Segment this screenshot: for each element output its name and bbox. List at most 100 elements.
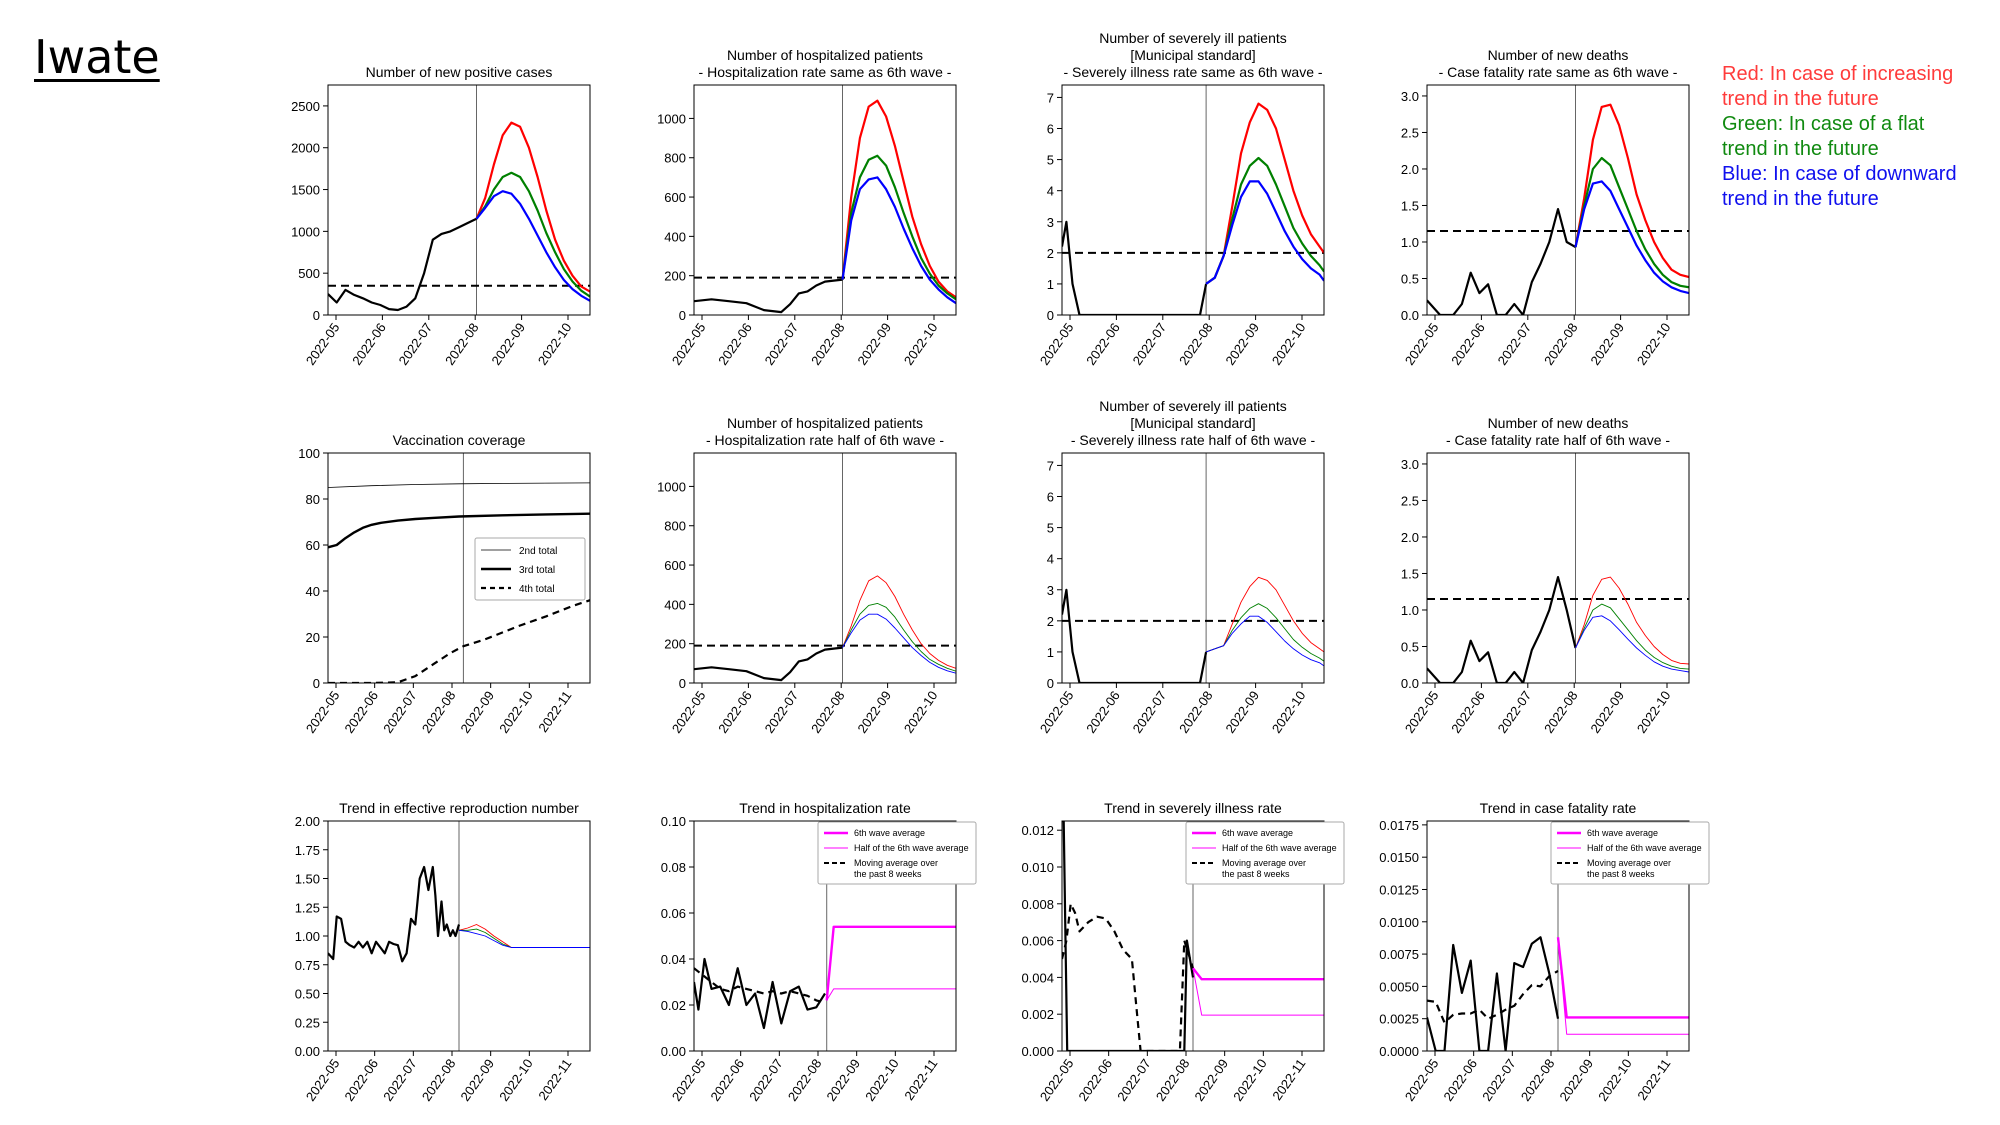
x-tick-label: 2022-09: [1556, 1056, 1596, 1104]
legend-note-line: trend in the future: [1722, 88, 1879, 110]
y-tick-label: 4: [1047, 552, 1054, 567]
y-tick-label: 6: [1047, 122, 1054, 137]
y-tick-label: 3: [1047, 215, 1054, 230]
series-increasing: [458, 924, 590, 948]
series-increasing: [1205, 576, 1324, 653]
y-tick-label: 0: [313, 308, 320, 323]
x-tick-label: 2022-05: [303, 688, 343, 736]
legend-label: Half of the 6th wave average: [1587, 843, 1702, 853]
chart-legend: 6th wave average Half of the 6th wave ave…: [1550, 821, 1710, 885]
legend-note-line: trend in the future: [1722, 188, 1879, 210]
chart-title: Number of new positive cases: [366, 64, 553, 80]
y-tick-label: 0.25: [295, 1015, 320, 1030]
x-tick-label: 2022-09: [854, 320, 894, 368]
series-sixth_wave_half: [1192, 968, 1324, 1016]
series-sixth_wave_half: [1557, 937, 1689, 1035]
series-actual: [1427, 575, 1577, 683]
legend-label: Half of the 6th wave average: [854, 843, 969, 853]
chart-title: Number of severely ill patients: [1099, 30, 1287, 46]
chart-hosp_same: Number of hospitalized patients- Hospita…: [657, 47, 957, 368]
plot-area: [694, 453, 956, 683]
y-tick-label: 6: [1047, 490, 1054, 505]
y-tick-label: 0.5: [1401, 271, 1419, 286]
series-actual: [1062, 821, 1195, 1051]
y-tick-label: 2.5: [1401, 493, 1419, 508]
x-tick-label: 2022-08: [419, 688, 459, 736]
series-increasing: [1574, 103, 1689, 279]
plot-area: [1427, 453, 1689, 683]
series-downward: [842, 613, 956, 674]
x-tick-label: 2022-07: [1495, 688, 1535, 736]
y-tick-label: 0.0000: [1379, 1044, 1419, 1059]
series-increasing: [475, 121, 590, 293]
x-tick-label: 2022-09: [1222, 688, 1262, 736]
plot-area: [1062, 453, 1324, 683]
y-tick-label: 400: [664, 597, 686, 612]
x-tick-label: 2022-07: [380, 688, 420, 736]
legend-note-line: Red: In case of increasing: [1722, 63, 1954, 85]
series-flat: [842, 602, 956, 672]
x-tick-label: 2022-07: [1130, 688, 1170, 736]
legend-label: Moving average over: [1587, 858, 1671, 868]
y-tick-label: 1000: [657, 111, 686, 126]
x-tick-label: 2022-07: [1130, 320, 1170, 368]
plot-area: [328, 453, 590, 683]
series-actual: [694, 646, 843, 682]
series-sixth_wave_half: [826, 988, 956, 1001]
x-tick-label: 2022-08: [808, 688, 848, 736]
x-tick-label: 2022-08: [419, 1056, 459, 1104]
series-4th-total: [328, 599, 590, 683]
x-tick-label: 2022-11: [535, 1056, 574, 1103]
axes-frame: [1061, 452, 1325, 684]
x-tick-label: 2022-06: [707, 1056, 747, 1104]
chart-deaths_half: Number of new deaths- Case fatality rate…: [1401, 415, 1690, 736]
x-tick-label: 2022-06: [715, 688, 755, 736]
plot-area: [694, 85, 956, 315]
series-actual: [1062, 588, 1208, 683]
series-actual: [328, 865, 461, 963]
y-tick-label: 2000: [291, 141, 320, 156]
x-tick-label: 2022-10: [1634, 688, 1674, 736]
x-tick-label: 2022-06: [1448, 320, 1488, 368]
x-tick-label: 2022-10: [535, 320, 575, 368]
x-tick-label: 2022-06: [1083, 688, 1123, 736]
chart-title: [Municipal standard]: [1130, 415, 1255, 431]
y-tick-label: 2: [1047, 246, 1054, 261]
x-tick-label: 2022-05: [1037, 688, 1077, 736]
x-tick-label: 2022-06: [349, 320, 389, 368]
x-tick-label: 2022-06: [1075, 1056, 1115, 1104]
y-tick-label: 0.012: [1021, 823, 1054, 838]
axes-frame: [693, 452, 957, 684]
x-tick-label: 2022-08: [1176, 688, 1216, 736]
page-title: Iwate: [34, 30, 160, 84]
x-tick-label: 2022-10: [1269, 320, 1309, 368]
y-tick-label: 20: [306, 630, 320, 645]
chart-title: Trend in effective reproduction number: [339, 800, 579, 816]
x-tick-label: 2022-11: [1269, 1056, 1308, 1103]
axes-frame: [327, 84, 591, 316]
x-tick-label: 2022-09: [1587, 688, 1627, 736]
y-tick-label: 600: [664, 190, 686, 205]
y-tick-label: 2500: [291, 99, 320, 114]
y-tick-label: 1000: [291, 224, 320, 239]
y-tick-label: 0.000: [1021, 1044, 1054, 1059]
x-tick-label: 2022-06: [1083, 320, 1123, 368]
x-tick-label: 2022-05: [1402, 320, 1442, 368]
x-tick-label: 2022-11: [1634, 1056, 1673, 1103]
x-tick-label: 2022-08: [1176, 320, 1216, 368]
series-3rd-total: [328, 512, 590, 549]
y-tick-label: 0.50: [295, 987, 320, 1002]
axes-frame: [1426, 84, 1690, 316]
axes-frame: [1426, 820, 1690, 1052]
y-tick-label: 0.0: [1401, 676, 1419, 691]
y-tick-label: 2.0: [1401, 530, 1419, 545]
y-tick-label: 0.0025: [1379, 1012, 1419, 1027]
series-sixth_wave: [1192, 967, 1324, 981]
y-tick-label: 0.08: [661, 860, 686, 875]
plot-area: [328, 85, 590, 315]
x-tick-label: 2022-08: [1153, 1056, 1193, 1104]
legend-label: 6th wave average: [1587, 828, 1658, 838]
axes-frame: [693, 84, 957, 316]
legend-note-line: trend in the future: [1722, 138, 1879, 160]
